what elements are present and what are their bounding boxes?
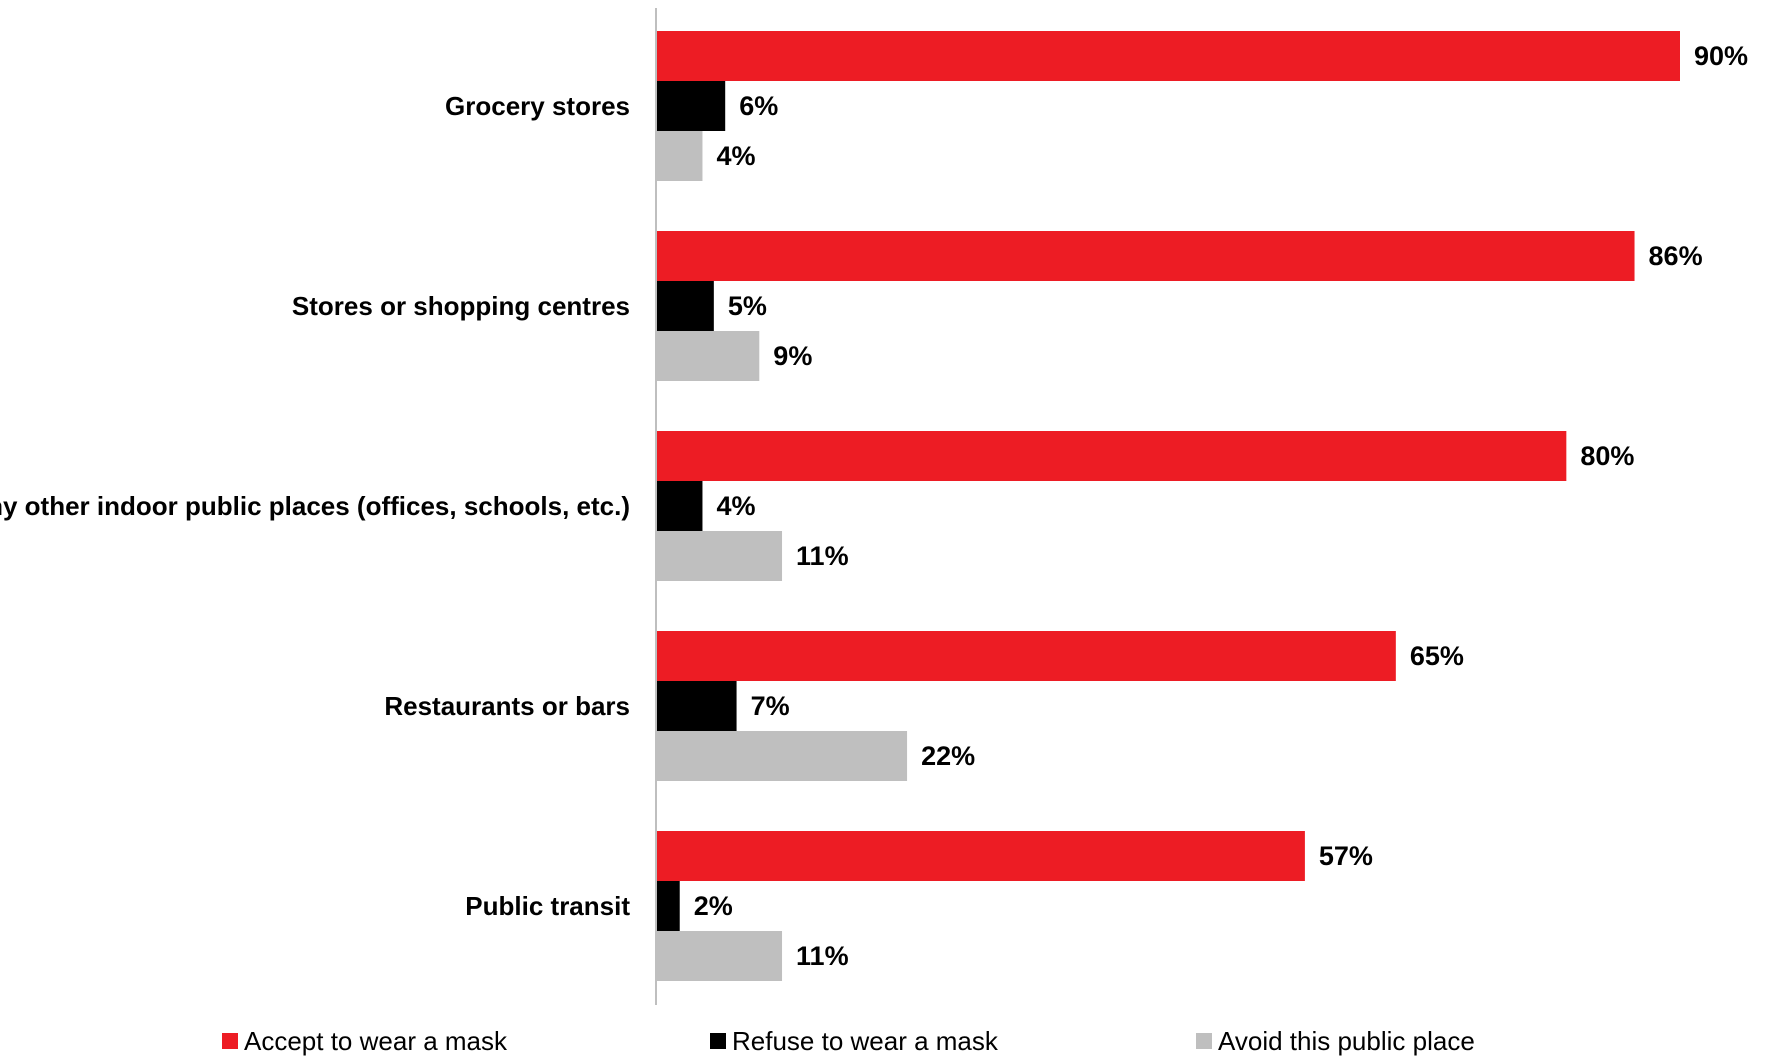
bar-accept <box>657 231 1635 281</box>
data-label: 4% <box>716 141 755 171</box>
data-label: 57% <box>1319 841 1373 871</box>
bar-avoid <box>657 531 783 581</box>
data-label: 6% <box>739 91 778 121</box>
category-label: Any other indoor public places (offices,… <box>0 491 630 521</box>
legend-label: Accept to wear a mask <box>244 1026 508 1056</box>
category-label: Grocery stores <box>445 91 630 121</box>
legend-swatch <box>710 1033 726 1049</box>
data-label: 2% <box>694 891 733 921</box>
bar-refuse <box>657 81 726 131</box>
bar-avoid <box>657 731 908 781</box>
legend: Accept to wear a mask Refuse to wear a ma… <box>222 1026 1475 1056</box>
category-label: Public transit <box>465 891 630 921</box>
bar-accept <box>657 31 1680 81</box>
category-label: Restaurants or bars <box>384 691 630 721</box>
data-label: 65% <box>1410 641 1464 671</box>
bar-refuse <box>657 281 714 331</box>
data-label: 22% <box>921 741 975 771</box>
data-label: 5% <box>728 291 767 321</box>
bar-refuse <box>657 881 680 931</box>
data-label: 11% <box>796 941 849 971</box>
data-label: 9% <box>773 341 812 371</box>
data-label: 90% <box>1694 41 1748 71</box>
bars-layer <box>657 31 1680 981</box>
data-label: 86% <box>1649 241 1703 271</box>
bar-avoid <box>657 931 783 981</box>
legend-swatch <box>1196 1033 1212 1049</box>
data-label: 11% <box>796 541 849 571</box>
bar-accept <box>657 631 1396 681</box>
legend-swatch <box>222 1033 238 1049</box>
bar-avoid <box>657 331 760 381</box>
bar-refuse <box>657 681 737 731</box>
bar-accept <box>657 831 1305 881</box>
data-label: 4% <box>716 491 755 521</box>
labels-layer: 90% 6% 4% Grocery stores 86% 5%9% Stores or sh… <box>0 41 1748 971</box>
bar-accept <box>657 431 1567 481</box>
data-label: 80% <box>1580 441 1634 471</box>
category-label: Stores or shopping centres <box>292 291 630 321</box>
data-label: 7% <box>751 691 790 721</box>
bar-refuse <box>657 481 703 531</box>
bar-avoid <box>657 131 703 181</box>
legend-label: Avoid this public place <box>1218 1026 1475 1056</box>
legend-label: Refuse to wear a mask <box>732 1026 999 1056</box>
